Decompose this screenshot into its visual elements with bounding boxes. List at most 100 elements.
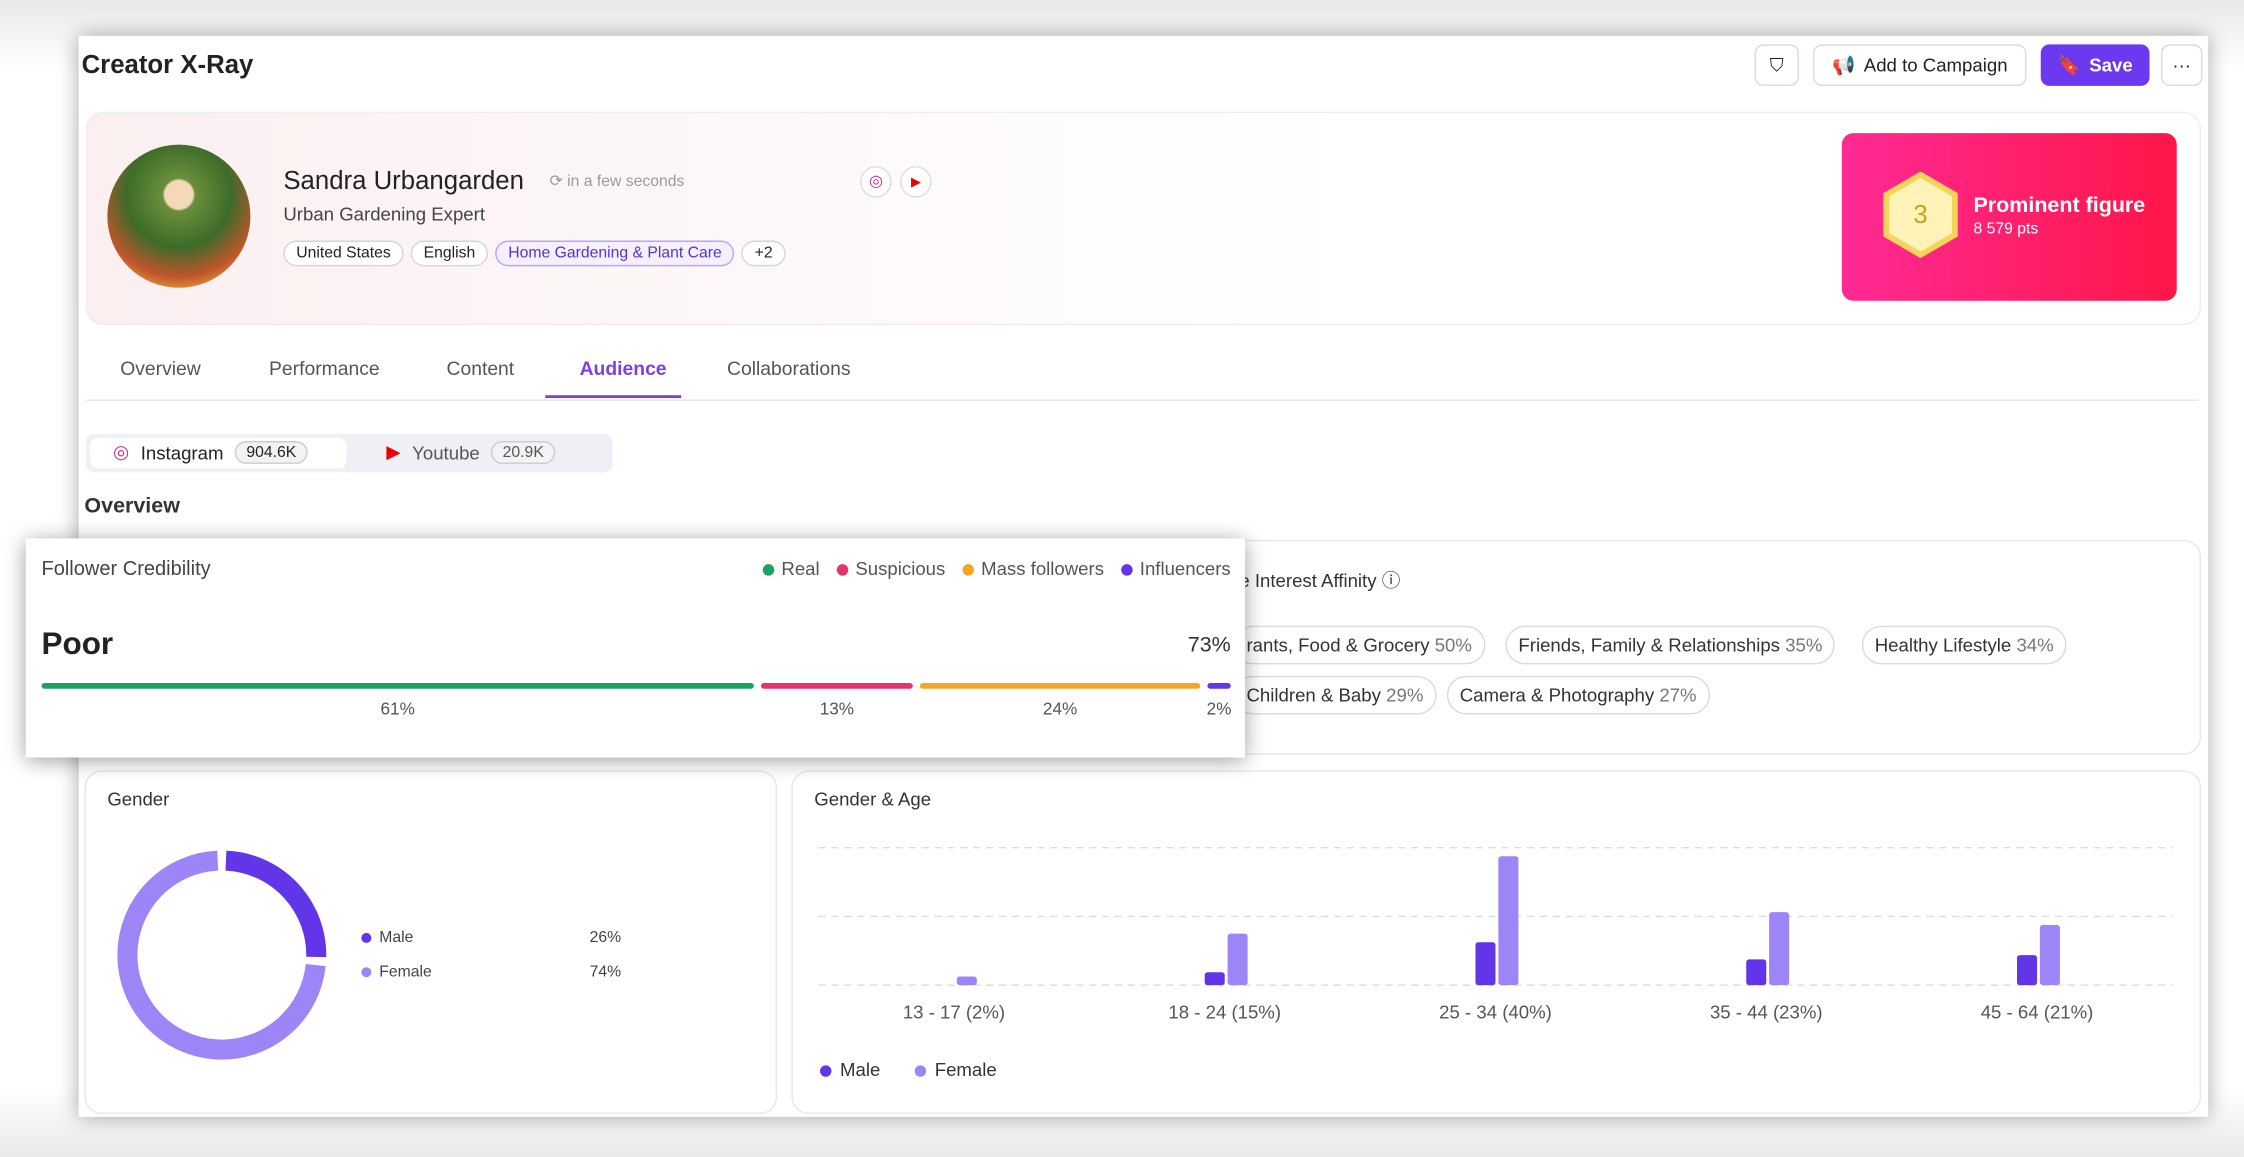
bar [1498,856,1519,986]
interest-chip: Children & Baby 29% [1233,675,1437,715]
x-tick-label: 45 - 64 (21%) [1981,1002,2094,1023]
legend-label: Female [379,963,432,980]
interest-value: 29% [1386,684,1424,706]
interest-title: e Interest Affinity ⓘ [1239,569,1401,592]
divider [85,399,2199,401]
bar [1475,942,1496,986]
platform-name: Instagram [140,441,224,464]
badge-level: 3 [1913,201,1927,229]
interest-name: rants, Food & Grocery [1246,634,1430,656]
bar [1769,912,1790,986]
updated-text: in a few seconds [567,173,685,191]
interest-value: 27% [1659,684,1697,706]
x-tick-label: 25 - 34 (40%) [1439,1002,1552,1023]
tab[interactable]: Performance [269,357,380,380]
legend-dot [914,1065,927,1077]
section-title: Overview [84,494,180,519]
legend-label: Female [935,1059,997,1080]
legend-dot [762,564,775,576]
updated-time: ⟳ in a few seconds [549,173,685,191]
tag-list: United States English Home Gardening & Pla… [283,239,792,267]
interest-chip: Healthy Lifestyle 34% [1861,625,2067,665]
credibility-popup: Follower Credibility Poor 73% Influencer… [25,538,1246,758]
legend-label: Male [840,1059,880,1080]
tab[interactable]: Audience [579,357,667,380]
tab[interactable]: Content [446,357,515,380]
tag: English [410,240,489,267]
tag: Home Gardening & Plant Care [495,240,735,267]
interest-value: 35% [1785,634,1823,656]
legend-dot [361,967,372,978]
credibility-bar [41,683,754,689]
legend-dot [962,564,974,576]
youtube-link[interactable]: ▶ [900,166,932,198]
bar [956,976,977,986]
bar [1227,933,1248,986]
credibility-chart: Follower Credibility Poor 73% Influencer… [41,558,1232,719]
tag: United States [283,240,404,267]
more-button[interactable]: ··· [2160,44,2203,86]
bar [1746,959,1767,986]
interest-name: Children & Baby [1246,684,1381,706]
button-label: Save [2089,54,2133,76]
x-tick-label: 13 - 17 (2%) [903,1002,1005,1023]
interest-value: 34% [2016,634,2054,656]
legend-label: Influencers [1140,558,1231,579]
legend-dot [361,932,372,943]
platform-followers: 20.9K [491,441,556,464]
tab-underline [545,395,682,399]
credibility-bar [1207,683,1231,689]
shield-button[interactable]: ⛉ [1754,44,1799,86]
bar [2016,955,2038,986]
tab[interactable]: Overview [120,357,201,380]
donut-segment [117,850,326,1060]
gender-age-title: Gender & Age [814,788,931,809]
donut-segment [225,850,327,958]
platform-youtube[interactable]: ▶ Youtube 20.9K [386,441,556,464]
creator-name: Sandra Urbangarden [283,166,524,195]
gender-title: Gender [107,788,169,809]
legend-dot [836,564,849,576]
credibility-label: 24% [1043,699,1077,719]
tab[interactable]: Collaborations [726,357,851,380]
button-label: Add to Campaign [1863,54,2008,76]
platform-instagram[interactable]: ◎ Instagram 904.6K [113,441,308,464]
credibility-label: 2% [1207,699,1232,719]
interest-chip: Friends, Family & Relationships 35% [1505,625,1836,665]
legend-dot [820,1065,832,1077]
legend-value: 74% [590,963,621,980]
credibility-score: 73% [1188,632,1231,656]
legend-label: Suspicious [855,558,945,579]
interest-chip: Camera & Photography 27% [1446,675,1710,715]
credibility-title: Follower Credibility [42,558,211,580]
avatar[interactable] [107,144,251,288]
badge-card: 3 Prominent figure 8 579 pts [1841,133,2177,301]
legend-dot [1121,564,1133,576]
page-title: Creator X-Ray [81,50,254,79]
badge-icon: 3 [1883,171,1958,258]
interest-value: 50% [1434,634,1472,656]
credibility-bar [761,683,913,689]
legend-value: 26% [590,929,621,946]
platform-name: Youtube [412,441,480,464]
interest-name: Camera & Photography [1459,684,1655,706]
bar [2039,925,2060,986]
bar [1204,972,1225,986]
credibility-rating: Poor [42,625,114,661]
save-button[interactable]: 🔖 Save [2040,44,2150,86]
interest-name: Friends, Family & Relationships [1518,634,1780,656]
badge-points: 8 579 pts [1973,220,2039,238]
credibility-label: 13% [820,699,854,719]
x-tick-label: 18 - 24 (15%) [1168,1002,1281,1023]
add-to-campaign-button[interactable]: 📢 Add to Campaign [1813,44,2027,86]
credibility-label: 61% [381,699,415,719]
legend-label: Real [781,558,819,579]
credibility-bar [919,683,1201,689]
creator-bio: Urban Gardening Expert [283,203,486,225]
instagram-link[interactable]: ◎ [860,166,892,198]
interest-name: Healthy Lifestyle [1874,634,2012,656]
gender-age-card [791,770,2202,1115]
legend-label: Mass followers [981,558,1104,579]
